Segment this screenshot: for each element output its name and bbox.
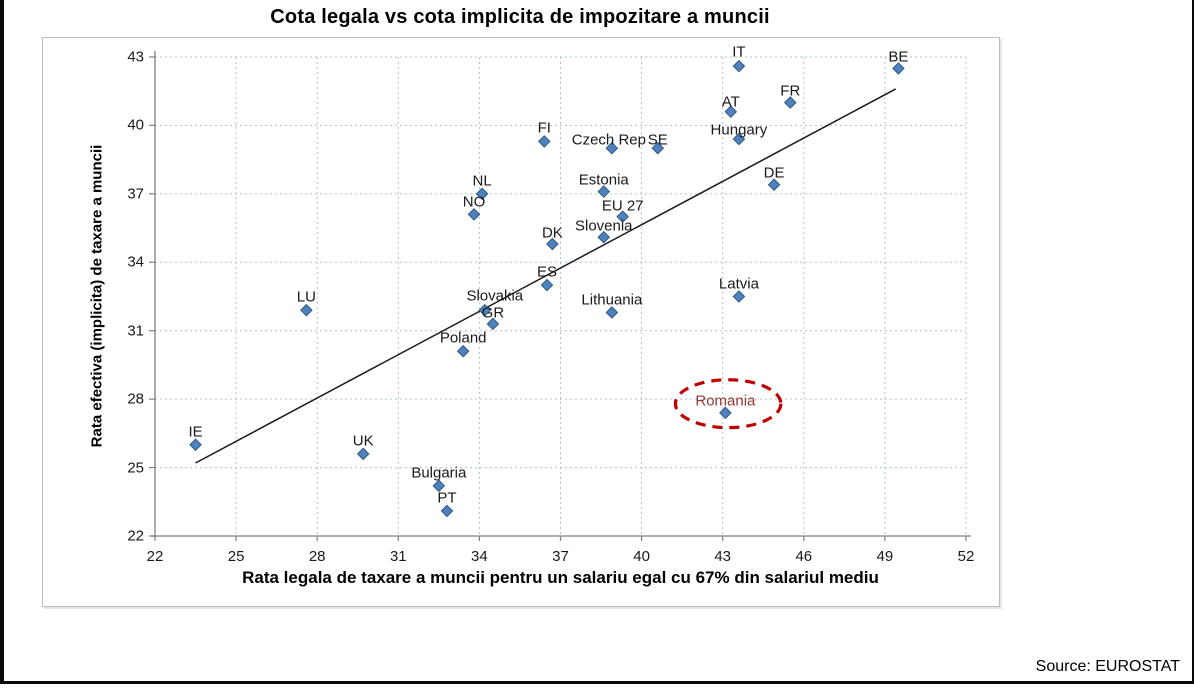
x-tick-label: 34 [471,548,488,565]
point-label-de: DE [763,164,785,182]
point-label-lu: LU [296,288,316,306]
point-label-be: BE [888,48,909,66]
y-tick-label: 34 [127,253,144,271]
point-label-slovenia: Slovenia [574,217,633,235]
x-tick-label: 46 [795,548,813,565]
point-label-dk: DK [541,224,563,242]
point-label-no: NO [462,193,486,211]
point-label-uk: UK [352,432,374,450]
point-label-lithuania: Lithuania [581,291,643,309]
point-label-latvia: Latvia [718,275,759,292]
point-label-poland: Poland [439,329,487,347]
point-label-estonia: Estonia [578,171,629,189]
point-label-fr: FR [780,82,801,100]
x-tick-label: 25 [227,548,245,565]
y-axis-title: Rata efectiva (implicita) de taxare a mu… [88,144,106,448]
point-label-fi: FI [537,119,551,137]
x-tick-label: 43 [714,548,732,565]
y-tick-label: 43 [127,48,144,66]
point-label-romania: Romania [695,392,756,410]
point-label-it: IT [732,43,746,61]
point-label-bulgaria: Bulgaria [411,464,467,482]
source-note: Source: EUROSTAT [1035,658,1180,675]
x-axis-title: Rata legala de taxare a muncii pentru un… [242,568,879,587]
point-label-nl: NL [472,172,492,190]
x-tick-label: 52 [957,548,975,565]
point-label-pt: PT [437,489,457,507]
x-tick-label: 37 [552,548,569,565]
point-label-ie: IE [188,423,203,441]
x-tick-label: 22 [146,548,164,565]
y-tick-label: 25 [127,459,144,477]
point-label-es: ES [536,263,557,281]
y-tick-label: 22 [127,527,144,545]
point-label-at: AT [721,93,740,111]
y-tick-label: 28 [127,390,144,408]
point-label-gr: GR [481,304,505,322]
y-tick-label: 31 [127,322,144,340]
point-label-czech-rep: Czech Rep [571,131,646,149]
y-tick-label: 37 [127,185,144,203]
point-label-slovakia: Slovakia [466,287,524,305]
point-label-se: SE [647,131,668,149]
x-tick-label: 28 [308,548,326,565]
x-tick-label: 49 [876,548,894,565]
point-label-eu-27: EU 27 [601,197,644,215]
x-tick-label: 40 [633,548,650,565]
point-label-hungary: Hungary [710,121,768,139]
chart-frame [42,37,1000,607]
x-tick-label: 31 [389,548,407,565]
y-tick-label: 40 [127,116,144,134]
chart-title: Cota legala vs cota implicita de impozit… [270,6,770,28]
